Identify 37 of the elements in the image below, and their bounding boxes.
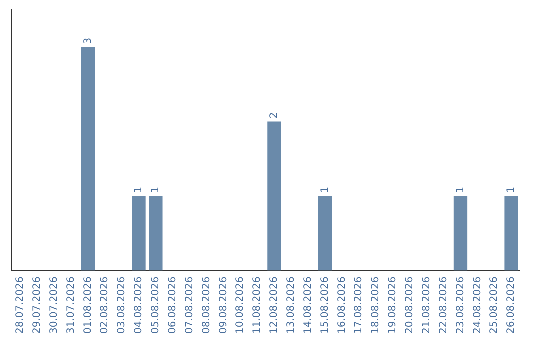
x-tick-label: 13.08.2026 [286, 276, 297, 334]
x-tick-label: 01.08.2026 [82, 276, 94, 334]
x-tick-label: 18.08.2026 [370, 276, 382, 334]
x-tick-label: 07.08.2026 [184, 276, 196, 334]
x-tick-label: 24.08.2026 [472, 276, 484, 334]
data-label: 2 [269, 112, 280, 119]
x-tick-label: 30.07.2026 [48, 276, 60, 334]
x-tick-label: 02.08.2026 [100, 276, 111, 334]
x-tick-label: 04.08.2026 [134, 276, 145, 334]
x-tick-label: 17.08.2026 [354, 276, 365, 334]
data-label: 3 [82, 38, 94, 44]
x-tick-label: 15.08.2026 [320, 276, 331, 334]
data-label: 1 [150, 186, 162, 194]
data-label: 1 [506, 186, 518, 194]
x-tick-label: 20.08.2026 [404, 276, 416, 334]
x-tick-label: 16.08.2026 [336, 276, 348, 334]
x-tick-label: 31.07.2026 [66, 276, 77, 334]
x-tick-label: 10.08.2026 [235, 276, 246, 334]
x-tick-label: 21.08.2026 [421, 276, 432, 334]
x-tick-label: 25.08.2026 [489, 276, 500, 334]
x-tick-label: 26.08.2026 [506, 276, 518, 334]
x-tick-label: 08.08.2026 [201, 276, 212, 334]
x-tick-label: 06.08.2026 [167, 276, 178, 334]
x-tick-label: 14.08.2026 [302, 276, 314, 334]
x-tick-label: 11.08.2026 [252, 276, 264, 334]
x-tick-label: 03.08.2026 [116, 276, 128, 334]
x-tick-label: 28.07.2026 [15, 276, 26, 334]
data-label: 1 [455, 186, 466, 194]
x-tick-label: 19.08.2026 [388, 276, 399, 334]
x-tick-label: 23.08.2026 [455, 276, 466, 334]
data-label: 1 [134, 186, 145, 194]
x-tick-label: 29.07.2026 [32, 276, 43, 334]
x-tick-label: 22.08.2026 [438, 276, 450, 334]
x-tick-label: 12.08.2026 [269, 276, 280, 334]
data-label: 1 [320, 186, 331, 194]
x-tick-label: 05.08.2026 [150, 276, 162, 334]
x-tick-label: 09.08.2026 [218, 276, 230, 334]
